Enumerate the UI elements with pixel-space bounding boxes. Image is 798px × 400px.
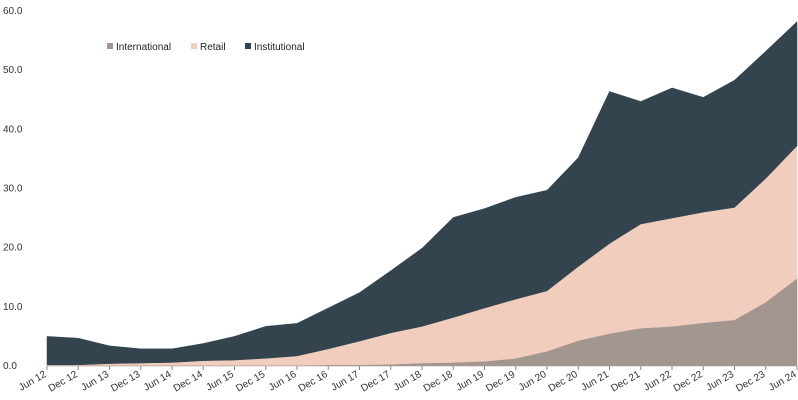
x-tick-label: Jun 18: [392, 369, 424, 394]
y-tick-label: 10.0: [3, 302, 23, 313]
legend: International Retail Institutional: [107, 42, 305, 53]
legend-label-international: International: [116, 42, 171, 53]
x-tick-label: Dec 21: [609, 369, 642, 395]
y-tick-label: 50.0: [3, 65, 23, 76]
x-tick-label: Dec 16: [297, 369, 330, 395]
x-tick-label: Jun 12: [17, 369, 49, 394]
y-tick-label: 0.0: [3, 361, 17, 372]
legend-swatch-retail: [191, 43, 197, 49]
x-tick-label: Jun 13: [79, 369, 111, 394]
x-tick-label: Jun 15: [204, 369, 236, 394]
x-tick-label: Jun 20: [517, 369, 549, 394]
x-tick-label: Dec 18: [422, 369, 455, 395]
area-institutional: [46, 21, 798, 366]
area-layers: [46, 21, 798, 367]
legend-label-institutional: Institutional: [254, 42, 305, 53]
x-tick-label: Jun 22: [642, 369, 674, 394]
x-tick-label: Dec 19: [484, 369, 517, 395]
x-tick-label: Dec 17: [359, 369, 392, 395]
x-tick-label: Jun 16: [267, 369, 299, 394]
x-tick-label: Jun 19: [454, 369, 486, 394]
y-axis: 0.0 10.0 20.0 30.0 40.0 50.0 60.0: [3, 6, 23, 372]
x-tick-label: Jun 23: [704, 369, 736, 394]
y-tick-label: 30.0: [3, 184, 23, 195]
x-tick-label: Dec 20: [547, 369, 580, 395]
x-tick-label: Jun 21: [579, 369, 611, 394]
legend-swatch-international: [107, 43, 113, 49]
x-tick-label: Dec 12: [47, 369, 80, 395]
x-tick-label: Jun 14: [142, 369, 174, 394]
x-tick-label: Dec 23: [734, 369, 767, 395]
y-tick-label: 40.0: [3, 124, 23, 135]
x-tick-label: Jun 24: [767, 369, 798, 394]
x-tick-label: Dec 15: [234, 369, 267, 395]
legend-swatch-institutional: [245, 43, 251, 49]
y-tick-label: 60.0: [3, 6, 23, 17]
x-tick-label: Dec 22: [672, 369, 705, 395]
y-tick-label: 20.0: [3, 243, 23, 254]
x-tick-label: Dec 14: [172, 369, 205, 395]
legend-label-retail: Retail: [200, 42, 226, 53]
x-tick-label: Dec 13: [109, 369, 142, 395]
x-tick-label: Jun 17: [329, 369, 361, 394]
